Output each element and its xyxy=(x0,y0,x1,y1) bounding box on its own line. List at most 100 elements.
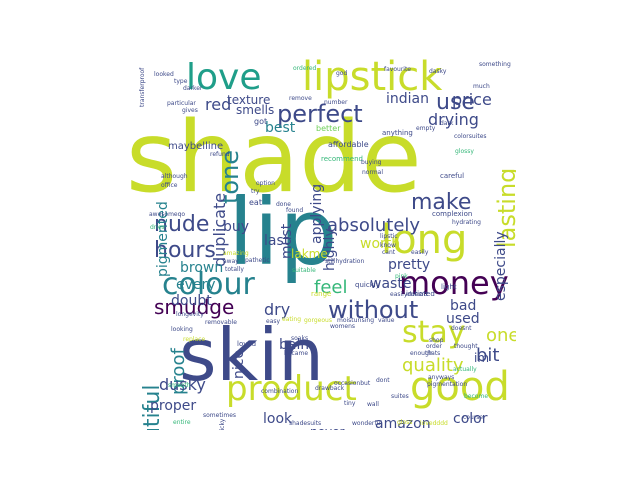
cloud-word-much: much xyxy=(473,83,490,90)
cloud-word-indian: indian xyxy=(386,91,429,107)
cloud-word-pink: pink xyxy=(395,273,408,280)
cloud-word-price: price xyxy=(452,90,492,109)
cloud-word-god: god xyxy=(336,70,348,77)
cloud-word-anyways: anyways xyxy=(428,374,455,381)
cloud-word-replace: replace xyxy=(183,336,206,343)
cloud-word-absolutely: absolutely xyxy=(327,215,421,236)
cloud-word-doubt: doubt xyxy=(171,293,212,309)
cloud-word-looked: looked xyxy=(154,71,174,78)
cloud-word-hydrating: hydrating xyxy=(452,219,481,226)
cloud-word-look: look xyxy=(263,411,293,427)
cloud-word-empty: empty xyxy=(416,125,436,132)
cloud-word-worth: worth xyxy=(360,236,401,252)
cloud-word-colorsuites: colorsuites xyxy=(454,133,487,140)
cloud-word-something: something xyxy=(479,61,511,68)
cloud-word-without: without xyxy=(328,296,419,324)
cloud-word-away: away xyxy=(223,258,239,265)
cloud-word-complexion: complexion xyxy=(432,210,473,218)
cloud-word-eating: eating xyxy=(282,316,301,323)
cloud-word-loved: loved xyxy=(237,340,257,348)
cloud-word-waste: waste xyxy=(370,276,412,292)
cloud-word-balm: balm xyxy=(279,337,314,353)
cloud-word-dasky: dasky xyxy=(429,68,447,75)
cloud-word-soaks: soaks xyxy=(291,335,309,342)
cloud-word-wonderful: wonderful xyxy=(352,420,382,427)
cloud-word-dusky: dusky xyxy=(159,375,206,394)
word-cloud: shade lip skin lipstick love good product long m… xyxy=(124,52,516,430)
cloud-word-bad: bad xyxy=(450,298,477,314)
cloud-word-try: try xyxy=(251,188,260,195)
cloud-word-dries: dries xyxy=(150,224,165,231)
cloud-word-dry: dry xyxy=(264,300,291,319)
cloud-word-careful: careful xyxy=(440,172,465,180)
cloud-word-im: im xyxy=(474,351,490,365)
cloud-word-range: range xyxy=(311,290,332,298)
cloud-word-suitable: suitable xyxy=(292,267,316,274)
cloud-word-cant: cant xyxy=(382,249,396,256)
cloud-word-transferproof: transferproof xyxy=(139,67,146,107)
cloud-word-drying: drying xyxy=(428,110,479,129)
cloud-word-buying: buying xyxy=(361,159,382,166)
cloud-word-color: color xyxy=(453,411,488,427)
cloud-word-removable: removable xyxy=(205,319,237,326)
cloud-word-stillhydration: stillhydration xyxy=(325,258,365,265)
cloud-word-perfect: perfect xyxy=(277,100,363,128)
cloud-word-although: although xyxy=(161,173,188,180)
cloud-word-actually: actually xyxy=(453,366,477,373)
cloud-word-skin: skin xyxy=(179,313,324,397)
cloud-word-become: become xyxy=(464,393,489,400)
cloud-word-know: know xyxy=(380,242,396,249)
cloud-word-occasionbut: occasionbut xyxy=(334,380,371,387)
cloud-word-smells: smells xyxy=(236,103,275,117)
cloud-word-use: use xyxy=(436,90,475,115)
cloud-word-darker: darker xyxy=(183,85,203,92)
cloud-word-hours: hours xyxy=(154,238,216,263)
cloud-word-shade: shade xyxy=(126,101,422,215)
cloud-word-smooth: smooth xyxy=(168,382,191,389)
cloud-word-money: money xyxy=(399,264,509,302)
cloud-word-refund: refund xyxy=(210,151,230,158)
cloud-word-thats: thats xyxy=(425,350,441,357)
cloud-word-red: red xyxy=(205,95,232,114)
cloud-word-must: must xyxy=(279,223,295,259)
cloud-word-lakme: lakme xyxy=(291,247,328,261)
cloud-word-easilydoesnt: easilydoesnt xyxy=(390,291,428,298)
cloud-word-type: type xyxy=(174,78,188,85)
cloud-word-suites: suites xyxy=(391,393,409,400)
cloud-word-one: one xyxy=(486,325,516,346)
cloud-word-every: every xyxy=(176,277,216,293)
cloud-word-moisturising: moisturising xyxy=(337,317,375,324)
cloud-word-remove: remove xyxy=(289,95,312,102)
cloud-word-number: number xyxy=(324,99,348,106)
cloud-word-eat: eat xyxy=(249,198,262,207)
cloud-word-got: got xyxy=(254,117,268,126)
cloud-word-gorgeous: gorgeous xyxy=(304,317,332,324)
cloud-word-amazing: amazing xyxy=(223,250,249,257)
cloud-word-value: value xyxy=(378,317,395,324)
cloud-word-office: office xyxy=(161,182,178,189)
cloud-word-totally: totally xyxy=(225,266,244,273)
cloud-word-dark: dark xyxy=(440,120,454,127)
cloud-word-texture: texture xyxy=(227,93,271,107)
cloud-word-drawback: drawback xyxy=(315,385,345,392)
cloud-word-awesomeqo: awesomeqo xyxy=(149,211,186,218)
cloud-word-sometimes: sometimes xyxy=(203,412,237,419)
cloud-word-better: better xyxy=(316,124,341,133)
cloud-word-maybelline: maybelline xyxy=(168,141,224,152)
cloud-word-make: make xyxy=(411,190,472,215)
cloud-word-light: light xyxy=(441,283,457,291)
cloud-word-initiated: initiated xyxy=(406,290,435,298)
cloud-word-option: option xyxy=(256,180,275,187)
cloud-word-quickly: quickly xyxy=(355,281,380,289)
cloud-word-enough: enough xyxy=(410,350,433,357)
cloud-word-good: good xyxy=(410,364,510,410)
cloud-word-last: last xyxy=(264,233,290,249)
cloud-word-favourite: favourite xyxy=(384,66,411,73)
cloud-word-pathetic: pathetic xyxy=(245,257,270,264)
cloud-word-tiny: tiny xyxy=(344,400,356,407)
cloud-word-looking: looking xyxy=(171,326,193,333)
cloud-word-normal: normal xyxy=(362,169,384,176)
cloud-word-product: product xyxy=(226,369,357,409)
cloud-word-love: love xyxy=(186,57,262,98)
